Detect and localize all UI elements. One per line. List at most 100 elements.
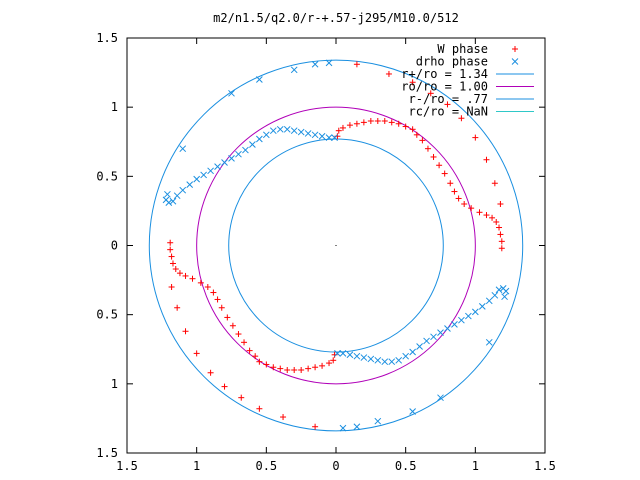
w-phase-point [493,218,500,225]
legend-label: r-/ro = .77 [409,92,488,106]
w-phase-point [319,362,326,369]
w-phase-point [409,79,416,86]
drho-phase-point [179,145,187,153]
w-phase-point [182,272,189,279]
marker-stroke [374,356,382,364]
w-phase-point [458,115,465,122]
w-phase-point [204,284,211,290]
drho-phase-point [325,134,333,141]
marker-stroke [228,154,235,162]
drho-phase-point [304,130,312,137]
y-tick-label: 1 [111,100,118,114]
legend-label: ro/ro = 1.00 [401,80,488,94]
marker-stroke [179,186,187,194]
w-phase-point [241,339,248,346]
drho-phase-point [444,325,451,332]
w-phase-point [497,231,504,238]
drho-phase-point [186,181,194,188]
y-tick-label: 0 [111,239,118,253]
chart-title: m2/n1.5/q2.0/r-+.57-j295/M10.0/512 [213,11,459,25]
marker-stroke [221,159,228,166]
w-phase-point [176,270,183,277]
w-phase-point [483,156,490,163]
drho-phase-point [276,125,284,133]
drho-phase-point [311,60,319,68]
w-phase-point [326,360,333,367]
w-phase-point [385,70,392,77]
marker-stroke [193,175,201,183]
axis-ticks: 1.5 1 0.5 0 0.5 1 1.51.510.500.511.5 [96,31,556,473]
w-phase-point [214,296,221,303]
drho-phase-point [290,127,298,135]
drho-phase-point [228,89,235,97]
w-phase-point [367,118,374,124]
w-phase-point [218,304,225,311]
marker-stroke [458,316,465,324]
w-phase-point [353,120,360,127]
w-phase-point [291,367,298,373]
drho-phase-point [290,66,298,74]
marker-stroke [416,343,423,350]
marker-stroke [491,291,499,299]
drho-phase-point [334,350,341,357]
drho-phase-point [235,150,242,158]
drho-phase-point [339,350,347,357]
marker-stroke [495,286,503,294]
marker-stroke [502,287,510,295]
drho-phase-point [485,338,493,346]
drho-phase-point [207,167,214,175]
w-phase-point [207,369,214,376]
drho-phase-point [173,192,181,200]
w-phase-point [193,350,200,357]
drho-phase-point [179,186,187,194]
w-phase-point [483,212,490,219]
drho-phase-point [430,333,437,341]
w-phase-point [252,353,259,360]
drho-phase-point [451,320,458,328]
w-phase-point [312,423,319,430]
drho-phase-point [353,423,361,431]
marker-stroke [409,348,416,356]
x-tick-label: 1.5 [534,459,556,473]
drho-phase-point [242,146,249,154]
marker-stroke [353,423,361,431]
w-phase-point [489,214,496,221]
w-phase-point [472,134,479,141]
w-phase-point [413,131,420,138]
w-phase-point [167,246,174,253]
drho-phase-point [409,348,416,356]
x-tick-label: 1 [193,459,200,473]
w-phase-point [256,358,263,365]
drho-phase-point [164,190,171,198]
w-phase-point [305,365,312,372]
marker-stroke [471,308,479,316]
drho-phase-point [214,163,221,171]
drho-phase-point [169,197,177,205]
w-phase-point [388,119,395,126]
w-phase-point [330,357,337,364]
marker-stroke [325,59,333,67]
drho-phase-point [269,127,277,135]
w-phase-point [229,322,236,329]
legend-marker [511,58,519,65]
marker-stroke [207,167,214,175]
w-phase-point [496,224,503,231]
w-phase-point [172,266,179,273]
w-phase-point [436,162,443,169]
w-phase-point [409,126,416,133]
w-phase-point [491,180,498,187]
w-phase-point [360,119,367,126]
drho-phase-point [297,128,305,136]
marker-stroke [346,351,354,359]
w-phase-point [374,118,381,124]
drho-phase-point [491,291,499,299]
drho-phase-point [501,293,508,301]
w-phase-point [263,361,270,368]
marker-stroke [214,163,221,171]
reference-circle [148,59,524,432]
drho-phase-point [409,408,416,415]
marker-stroke [164,190,171,198]
w-phase-point [210,289,217,296]
drho-phase-point [395,356,403,364]
